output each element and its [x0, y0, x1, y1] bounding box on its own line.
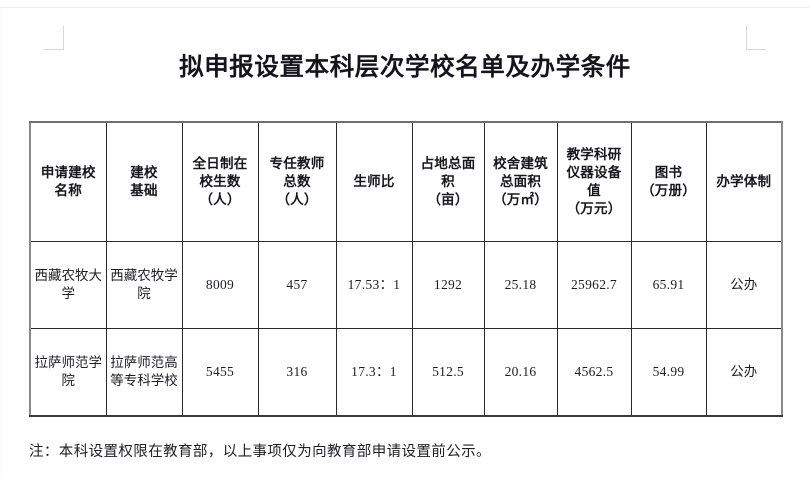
- school-conditions-table-wrap: 申请建校 名称 建校 基础 全日制在 校生数 （人） 专任教师 总数 （人） 生师比 占地总面积（亩）…: [29, 121, 783, 417]
- column-header-line: 总面积: [499, 174, 542, 190]
- page-edge-left: [0, 8, 1, 478]
- cell-ratio: 17.53：1: [335, 241, 413, 329]
- school-conditions-table: 申请建校 名称 建校 基础 全日制在 校生数 （人） 专任教师 总数 （人） 生师比 占地总面积（亩）…: [29, 121, 783, 417]
- cell-teachers: 457: [257, 241, 337, 329]
- column-header-building: 校舍建筑总面积 （万㎡）: [483, 121, 558, 242]
- cell-land_area: 1292: [411, 241, 485, 329]
- column-header-line: 建校: [130, 165, 158, 181]
- column-header-line: 申请建校: [40, 165, 96, 181]
- cell-equipment: 4562.5: [556, 328, 632, 417]
- column-header-line: （万元）: [566, 200, 622, 216]
- column-header-line: 专任教师: [269, 156, 325, 172]
- column-header-line: （人）: [276, 191, 318, 207]
- cell-base: 西藏农牧学院: [105, 241, 183, 329]
- column-header-line: 教学科研: [566, 147, 622, 163]
- column-header-line: 积: [441, 174, 455, 190]
- column-header-line: 全日制在: [192, 156, 248, 172]
- column-header-line: 基础: [130, 183, 158, 198]
- cell-students: 8009: [181, 241, 259, 329]
- column-header-apply_name: 申请建校 名称: [29, 121, 107, 242]
- column-header-line: 图书: [654, 165, 683, 181]
- column-header-line: 值: [587, 183, 601, 198]
- table-row: 拉萨师范学院 拉萨师范高等专科学校 5455 316 17.3：1 512.5 20.16 4…: [29, 328, 783, 417]
- cell-building: 25.18: [483, 241, 558, 329]
- footnote: 注：本科设置权限在教育部，以上事项仅为向教育部申请设置前公示。: [29, 444, 491, 460]
- crop-mark-top-left-icon: [32, 18, 64, 50]
- column-header-line: （亩）: [427, 191, 469, 207]
- column-header-line: 校舍建筑: [493, 156, 548, 172]
- cell-books: 65.91: [630, 241, 707, 329]
- column-header-line: 生师比: [353, 174, 395, 190]
- column-header-line: 办学体制: [716, 174, 772, 190]
- column-header-line: 仪器设备: [566, 165, 622, 181]
- column-header-system: 办学体制: [705, 121, 783, 242]
- cell-system: 公办: [705, 241, 783, 329]
- column-header-line: （万册）: [641, 183, 696, 198]
- column-header-teachers: 专任教师总数 （人）: [257, 121, 337, 242]
- column-header-line: （人）: [199, 191, 241, 207]
- cell-teachers: 316: [257, 328, 337, 417]
- column-header-ratio: 生师比: [335, 121, 413, 242]
- table-header-row: 申请建校 名称 建校 基础 全日制在 校生数 （人） 专任教师 总数 （人） 生师比 占地总面积（亩）…: [29, 121, 783, 242]
- table-body: 申请建校 名称 建校 基础 全日制在 校生数 （人） 专任教师 总数 （人） 生师比 占地总面积（亩）…: [29, 121, 783, 417]
- cell-books: 54.99: [630, 328, 707, 417]
- column-header-base: 建校 基础: [105, 121, 183, 242]
- crop-mark-top-right-icon: [746, 18, 778, 50]
- column-header-line: 总数: [283, 174, 311, 190]
- table-row: 西藏农牧大学 西藏农牧学院 8009 457 17.53：1 1292 25.18 25962…: [29, 241, 783, 329]
- cell-ratio: 17.3：1: [335, 328, 413, 417]
- column-header-line: 名称: [54, 183, 82, 198]
- cell-apply_name: 拉萨师范学院: [29, 328, 107, 417]
- column-header-land_area: 占地总面积（亩）: [411, 121, 485, 242]
- cell-base: 拉萨师范高等专科学校: [105, 328, 183, 417]
- column-header-line: 占地总面: [420, 156, 476, 172]
- cell-apply_name: 西藏农牧大学: [29, 241, 107, 329]
- cell-students: 5455: [181, 328, 259, 417]
- cell-land_area: 512.5: [411, 328, 485, 417]
- page-top-rule: [0, 7, 810, 8]
- page-title: 拟申报设置本科层次学校名单及办学条件: [179, 52, 631, 81]
- column-header-students: 全日制在校生数 （人）: [181, 121, 259, 242]
- cell-equipment: 25962.7: [556, 241, 632, 329]
- cell-building: 20.16: [483, 328, 558, 417]
- column-header-line: 校生数: [199, 174, 241, 190]
- cell-system: 公办: [705, 328, 783, 417]
- column-header-books: 图书 （万册）: [630, 121, 707, 242]
- column-header-equipment: 教学科研仪器设备值 （万元）: [556, 121, 632, 242]
- column-header-line: （万㎡）: [493, 191, 548, 207]
